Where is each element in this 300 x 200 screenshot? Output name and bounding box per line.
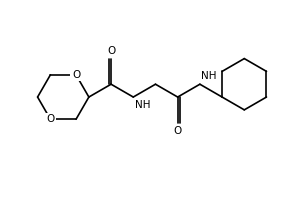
Text: NH: NH: [135, 100, 151, 110]
Text: O: O: [72, 70, 80, 80]
Text: O: O: [174, 126, 182, 136]
Text: O: O: [46, 114, 55, 124]
Text: O: O: [107, 46, 115, 56]
Text: NH: NH: [201, 71, 216, 81]
